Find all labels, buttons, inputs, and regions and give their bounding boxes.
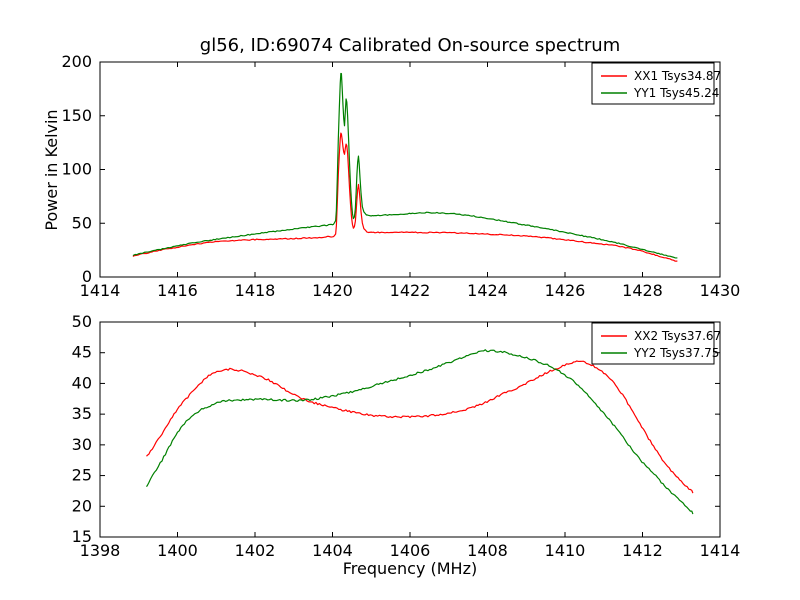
y-tick-label: 15 — [72, 527, 92, 546]
legend-label: XX1 Tsys34.87 — [634, 69, 721, 83]
x-tick-label: 1422 — [390, 281, 431, 300]
x-tick-label: 1430 — [700, 281, 741, 300]
x-tick-label: 1408 — [467, 541, 508, 560]
x-tick-label: 1400 — [157, 541, 198, 560]
y-axis-label: Power in Kelvin — [42, 109, 61, 231]
legend-label: YY2 Tsys37.75 — [633, 346, 719, 360]
series-line-xx2 — [146, 360, 694, 494]
y-tick-label: 150 — [61, 106, 92, 125]
x-tick-label: 1402 — [235, 541, 276, 560]
x-tick-label: 1412 — [622, 541, 663, 560]
x-tick-label: 1414 — [80, 281, 121, 300]
legend-box — [591, 322, 715, 365]
x-tick-label: 1406 — [390, 541, 431, 560]
series-line-xx1 — [132, 132, 678, 262]
x-tick-label: 1416 — [157, 281, 198, 300]
x-tick-label: 1420 — [312, 281, 353, 300]
y-tick-label: 20 — [72, 496, 92, 515]
x-tick-label: 1426 — [545, 281, 586, 300]
series-line-yy2 — [145, 349, 694, 515]
y-tick-label: 25 — [72, 466, 92, 485]
x-axis-label: Frequency (MHz) — [342, 559, 478, 578]
y-tick-label: 30 — [72, 435, 92, 454]
legend-label: YY1 Tsys45.24 — [633, 86, 719, 100]
legend-label: XX2 Tsys37.67 — [634, 329, 721, 343]
x-tick-label: 1414 — [700, 541, 741, 560]
y-tick-label: 50 — [72, 213, 92, 232]
chart-title: gl56, ID:69074 Calibrated On-source spec… — [199, 35, 621, 56]
x-tick-label: 1424 — [467, 281, 508, 300]
x-tick-label: 1428 — [622, 281, 663, 300]
y-tick-label: 0 — [82, 267, 92, 286]
legend-box — [591, 62, 715, 105]
y-tick-label: 45 — [72, 343, 92, 362]
y-tick-label: 100 — [61, 160, 92, 179]
x-tick-label: 1404 — [312, 541, 353, 560]
y-tick-label: 200 — [61, 52, 92, 71]
x-tick-label: 1398 — [80, 541, 121, 560]
x-tick-label: 1410 — [545, 541, 586, 560]
y-tick-label: 50 — [72, 312, 92, 331]
series-line-yy1 — [132, 72, 678, 259]
x-tick-label: 1418 — [235, 281, 276, 300]
y-tick-label: 40 — [72, 373, 92, 392]
y-tick-label: 35 — [72, 404, 92, 423]
